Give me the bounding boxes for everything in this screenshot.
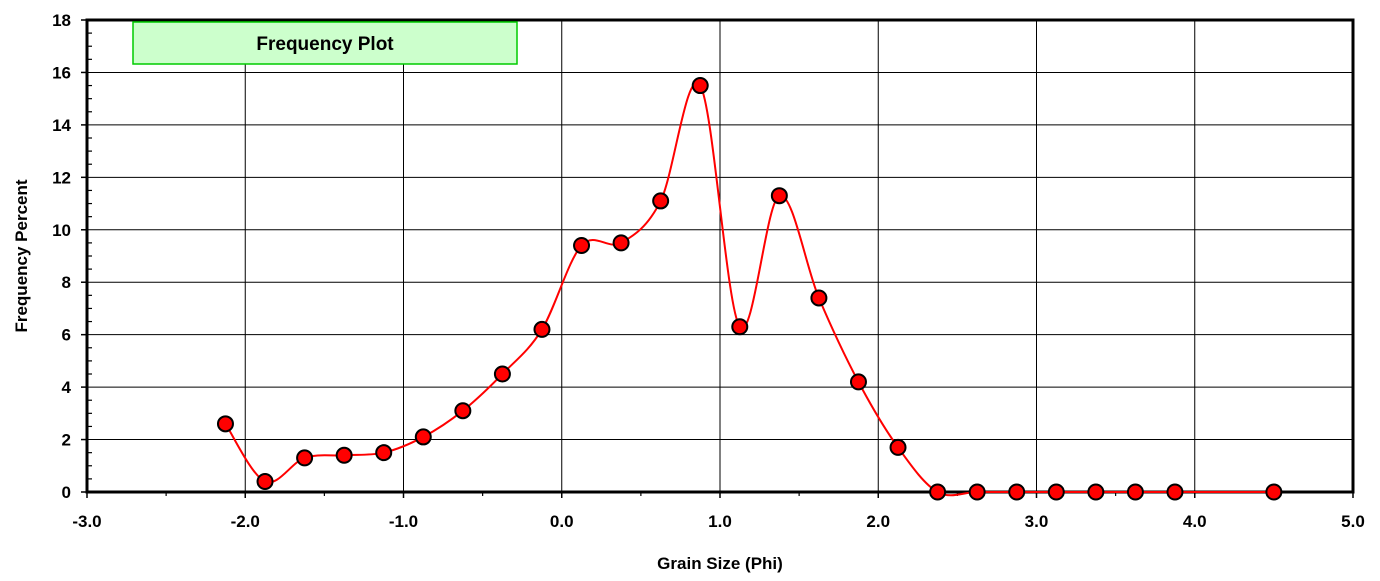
y-tick-label: 0 [62,483,71,502]
x-tick-label: 4.0 [1183,512,1207,531]
data-point [731,318,749,336]
series-line [224,81,1274,497]
data-point [375,444,393,462]
ticks-layer [81,19,1354,498]
data-point [1265,483,1283,501]
y-tick-label: 18 [52,11,71,30]
data-point [533,320,551,338]
x-tick-label: 1.0 [708,512,732,531]
data-point [216,415,234,433]
y-tick-label: 12 [52,168,71,187]
y-tick-label: 14 [52,116,71,135]
data-point [929,483,947,501]
x-tick-label: 5.0 [1341,512,1365,531]
series-line-layer [224,81,1274,497]
x-tick-label: 3.0 [1025,512,1049,531]
data-point [1047,483,1065,501]
tick-labels-layer: -3.0 -2.0 -1.0 0.0 1.0 2.0 3.0 4.0 5.0 0 2 4 6 8 10 12 1… [52,11,1365,531]
grid-layer [87,20,1353,492]
y-tick-label: 16 [52,63,71,82]
data-point [691,77,709,95]
data-point [849,373,867,391]
title-background [132,21,518,65]
y-axis-label: Frequency Percent [12,179,31,332]
data-point [256,473,274,491]
data-point [1008,483,1026,501]
y-tick-label: 6 [62,326,71,345]
y-tick-label: 8 [62,273,71,292]
data-point [414,428,432,446]
data-point [652,192,670,210]
data-point [810,289,828,307]
y-tick-label: 10 [52,221,71,240]
x-tick-label: -1.0 [389,512,418,531]
data-point [296,449,314,467]
data-point [968,483,986,501]
markers-layer [216,77,1283,501]
y-tick-label: 4 [62,378,72,397]
data-point [612,234,630,252]
data-point [1087,483,1105,501]
data-point [454,402,472,420]
data-point [493,365,511,383]
x-tick-label: -2.0 [231,512,260,531]
chart-title-box: Frequency Plot [132,21,518,65]
data-point [770,187,788,205]
data-point [335,446,353,464]
data-point [1126,483,1144,501]
data-point [573,237,591,255]
x-tick-label: 0.0 [550,512,574,531]
x-axis-label: Grain Size (Phi) [657,554,783,573]
chart-title: Frequency Plot [256,34,394,55]
data-point [1166,483,1184,501]
x-tick-label: -3.0 [72,512,101,531]
y-tick-label: 2 [62,431,71,450]
plot-frame [85,18,1355,494]
data-point [889,438,907,456]
x-tick-label: 2.0 [866,512,890,531]
